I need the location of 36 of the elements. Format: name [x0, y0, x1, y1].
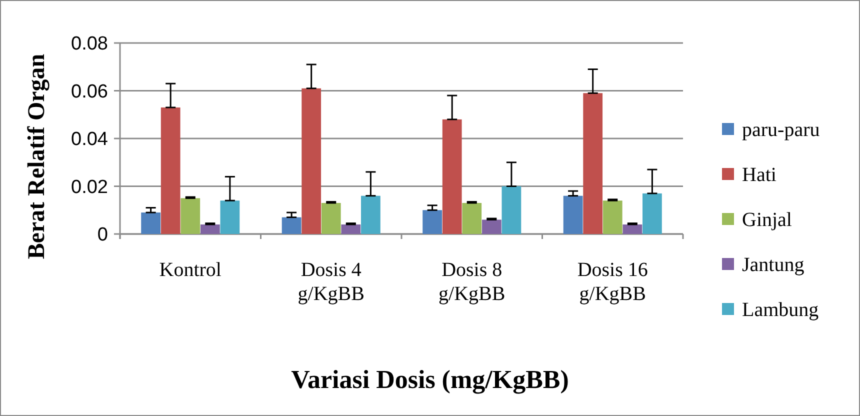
bar	[341, 224, 361, 234]
bar	[642, 193, 662, 234]
bar	[321, 202, 341, 234]
bar	[220, 200, 240, 234]
bar	[160, 107, 180, 234]
legend-label: paru-paru	[742, 119, 820, 141]
y-tick-label: 0	[97, 224, 108, 246]
bar	[361, 196, 380, 234]
bar	[282, 217, 302, 234]
bar	[422, 210, 442, 234]
bar	[602, 200, 622, 234]
bar	[583, 93, 603, 234]
legend-label: Hati	[742, 164, 777, 186]
bar	[141, 212, 160, 234]
x-tick-label: Dosis 4 g/KgBB	[298, 259, 364, 305]
y-tick-label: 0.08	[71, 34, 108, 55]
bar	[622, 224, 642, 234]
x-tick-label: Kontrol	[159, 259, 222, 281]
bar	[180, 198, 200, 234]
bar	[502, 186, 522, 234]
bar	[442, 119, 462, 234]
bar	[563, 196, 583, 234]
y-tick-label: 0.06	[71, 81, 108, 102]
y-axis-title: Berat Relatif Organ	[24, 54, 50, 260]
legend-label: Lambung	[742, 299, 819, 321]
legend-label: Ginjal	[742, 209, 792, 231]
y-tick-label: 0.04	[71, 129, 108, 150]
y-tick-label: 0.02	[71, 176, 108, 198]
bar	[462, 202, 482, 234]
bar	[302, 88, 322, 234]
x-axis-title: Variasi Dosis (mg/KgBB)	[291, 365, 569, 394]
legend-label: Jantung	[742, 254, 804, 276]
x-tick-label: Dosis 16 g/KgBB	[577, 259, 648, 305]
x-tick-label: Dosis 8 g/KgBB	[438, 259, 506, 305]
bar	[482, 220, 502, 234]
bar	[200, 224, 220, 234]
